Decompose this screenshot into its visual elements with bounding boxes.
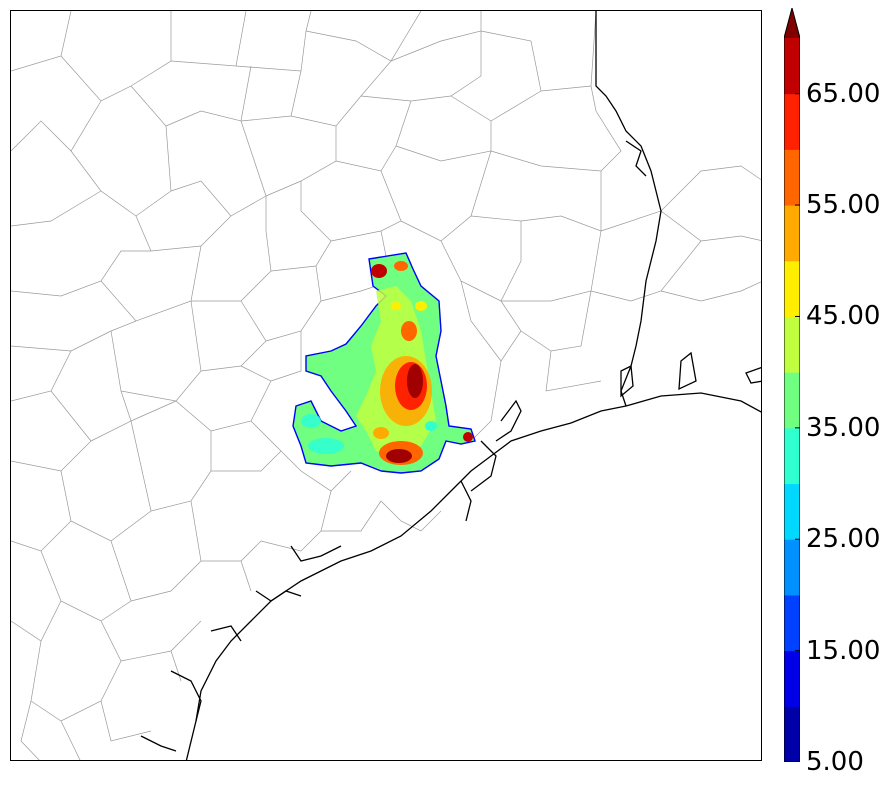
echo-cell [371,264,387,278]
echo-core [407,364,423,398]
colorbar-outline [784,8,800,762]
echo-cell [301,414,321,428]
colorbar-segment [784,260,800,317]
radar-map [11,11,761,760]
echo-cell [391,302,401,310]
colorbar-segment [784,706,800,762]
colorbar-tick-label: 5.00 [806,747,864,777]
colorbar-segment [784,93,800,150]
colorbar-segment [784,372,800,429]
colorbar-tick-label: 65.00 [806,78,881,109]
colorbar-segment [784,427,800,485]
map-panel [10,10,762,761]
echo-cell [401,321,417,341]
colorbar [784,8,800,762]
reflectivity-field [292,252,476,474]
colorbar-segment [784,38,800,95]
echo-cell [394,261,408,271]
colorbar-segment [784,594,800,652]
colorbar-tick-label: 25.00 [806,524,881,555]
echo-core [386,449,412,463]
county-boundaries [11,11,761,760]
colorbar-segment [784,316,800,373]
echo-cell [373,427,389,439]
colorbar-tick-label: 15.00 [806,635,881,666]
colorbar-segment [784,205,800,262]
colorbar-tick-label: 55.00 [806,190,881,221]
colorbar-segment [784,483,800,540]
colorbar-tick-label: 35.00 [806,412,881,443]
colorbar-segment [784,539,800,596]
echo-cell [415,301,427,311]
echo-cell [425,421,437,431]
colorbar-tick-label: 45.00 [806,301,881,332]
colorbar-extension [784,8,800,38]
echo-cell [308,438,344,454]
coastline [140,11,761,760]
colorbar-segment [784,149,800,206]
colorbar-segment [784,650,800,707]
echo-cell [463,432,473,442]
